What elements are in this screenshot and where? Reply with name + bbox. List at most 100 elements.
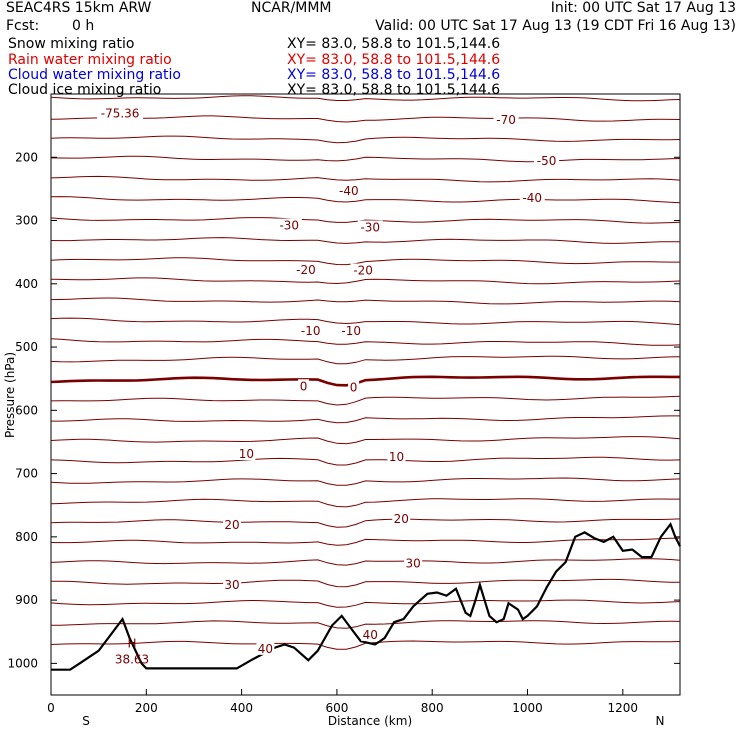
y-tick-label: 700 bbox=[15, 467, 38, 481]
isotherm-line bbox=[51, 175, 680, 183]
field-name-cloud-water: Cloud water mixing ratio bbox=[8, 67, 181, 83]
contour-label-bg bbox=[256, 641, 275, 655]
isotherm-line bbox=[51, 395, 680, 406]
isotherm-line bbox=[51, 317, 680, 326]
x-tick-label: 200 bbox=[135, 701, 158, 715]
contour-label-bg bbox=[298, 324, 324, 338]
contour-label: -20 bbox=[296, 263, 316, 277]
contour-label-bg bbox=[387, 450, 406, 464]
contour-label: -70 bbox=[496, 113, 516, 127]
y-tick-label: 1000 bbox=[7, 656, 38, 670]
field-name-rain: Rain water mixing ratio bbox=[8, 52, 172, 68]
temperature-contours bbox=[51, 95, 680, 650]
x-end-label: N bbox=[656, 714, 665, 728]
isotherm-line bbox=[51, 95, 680, 102]
field-name-cloud-ice: Cloud ice mixing ratio bbox=[8, 82, 161, 98]
x-tick-label: 1200 bbox=[608, 701, 639, 715]
isotherm-line bbox=[51, 355, 680, 365]
maximum-value: 38.63 bbox=[115, 652, 149, 666]
plot-frame bbox=[50, 93, 681, 696]
isotherm-line bbox=[51, 257, 680, 266]
contour-label: 10 bbox=[239, 447, 254, 461]
terrain-profile bbox=[51, 521, 681, 671]
field-xy-cloud-water: XY= 83.0, 58.8 to 101.5,144.6 bbox=[287, 67, 500, 83]
contour-label-bg bbox=[392, 512, 411, 526]
isotherm-line bbox=[51, 620, 680, 629]
field-name-snow: Snow mixing ratio bbox=[8, 36, 134, 52]
isotherm-line bbox=[51, 578, 680, 588]
contour-label: 30 bbox=[406, 556, 421, 570]
x-tick-label: 1000 bbox=[512, 701, 543, 715]
contour-label-bg bbox=[293, 262, 319, 276]
valid-time: Valid: 00 UTC Sat 17 Aug 13 (19 CDT Fri … bbox=[375, 18, 736, 34]
contour-label-bg bbox=[276, 218, 302, 232]
contour-label-bg bbox=[338, 324, 364, 338]
y-tick-label: 900 bbox=[15, 593, 38, 607]
contour-label-bg bbox=[348, 380, 360, 394]
x-tick-label: 800 bbox=[421, 701, 444, 715]
contour-label-bg bbox=[237, 446, 256, 460]
isotherm-line bbox=[51, 415, 680, 424]
contour-label-bg bbox=[298, 379, 310, 393]
y-tick-label: 800 bbox=[15, 530, 38, 544]
x-tick-label: 0 bbox=[47, 701, 55, 715]
terrain-line bbox=[51, 521, 681, 671]
x-tick-label: 400 bbox=[230, 701, 253, 715]
x-tick-label: 600 bbox=[325, 701, 348, 715]
field-xy-snow: XY= 83.0, 58.8 to 101.5,144.6 bbox=[287, 36, 500, 52]
contour-label: -40 bbox=[522, 191, 542, 205]
contour-label-bg bbox=[223, 577, 242, 591]
isotherm-line bbox=[51, 498, 680, 508]
contour-label: 30 bbox=[224, 578, 239, 592]
isotherm-line bbox=[51, 338, 680, 346]
contour-label: -50 bbox=[537, 154, 557, 168]
isotherm-line bbox=[51, 558, 680, 566]
contour-label: 0 bbox=[350, 381, 358, 395]
contour-label: 40 bbox=[258, 642, 273, 656]
contour-label-bg bbox=[350, 263, 376, 277]
contour-labels: -75.36 -70 -50 -40 -40 -30 -30 -20 -20 -10 -10 0 0 10… bbox=[97, 106, 560, 666]
contour-label-bg bbox=[97, 106, 144, 120]
isotherm-line bbox=[51, 477, 680, 486]
contour-label: 40 bbox=[363, 628, 378, 642]
x-axis-title: Distance (km) bbox=[328, 714, 412, 728]
contour-label: -30 bbox=[360, 220, 380, 234]
field-xy-rain: XY= 83.0, 58.8 to 101.5,144.6 bbox=[287, 52, 500, 68]
isotherm-line bbox=[51, 297, 680, 305]
contour-label: -20 bbox=[353, 264, 373, 278]
contour-label: -30 bbox=[279, 219, 299, 233]
isotherm-line bbox=[51, 217, 680, 224]
contour-label-bg bbox=[223, 517, 242, 531]
init-time: Init: 00 UTC Sat 17 Aug 13 bbox=[551, 0, 736, 16]
contour-label-bg bbox=[361, 627, 380, 641]
forecast-label: Fcst: bbox=[6, 18, 39, 34]
center-label: NCAR/MMM bbox=[251, 0, 332, 16]
isotherm-line bbox=[51, 277, 680, 285]
y-axis-title: Pressure (hPa) bbox=[3, 352, 17, 438]
x-start-label: S bbox=[82, 714, 90, 728]
contour-label: -10 bbox=[301, 324, 321, 338]
x-axis: 0 200 400 600 800 1000 1200 bbox=[47, 689, 638, 715]
isotherm-line bbox=[51, 518, 680, 528]
isotherm-line bbox=[51, 155, 680, 163]
y-tick-label: 500 bbox=[15, 340, 38, 354]
y-tick-label: 600 bbox=[15, 403, 38, 417]
contour-label-bg bbox=[519, 190, 545, 204]
contour-label: -40 bbox=[339, 184, 359, 198]
field-xy-cloud-ice: XY= 83.0, 58.8 to 101.5,144.6 bbox=[287, 82, 500, 98]
isotherm-line bbox=[51, 456, 680, 466]
maximum-marker: H bbox=[127, 636, 136, 650]
isotherm-line bbox=[51, 537, 680, 546]
isotherm-line bbox=[51, 115, 680, 123]
contour-label-bg bbox=[493, 112, 519, 126]
contour-label: -75.36 bbox=[101, 107, 140, 121]
isotherm-line bbox=[51, 599, 680, 608]
isotherm-line bbox=[51, 237, 680, 244]
contour-label-bg bbox=[357, 220, 383, 234]
contour-label-bg bbox=[336, 183, 362, 197]
contour-label: 0 bbox=[300, 379, 308, 393]
y-tick-label: 400 bbox=[15, 277, 38, 291]
model-title: SEAC4RS 15km ARW bbox=[6, 0, 152, 16]
